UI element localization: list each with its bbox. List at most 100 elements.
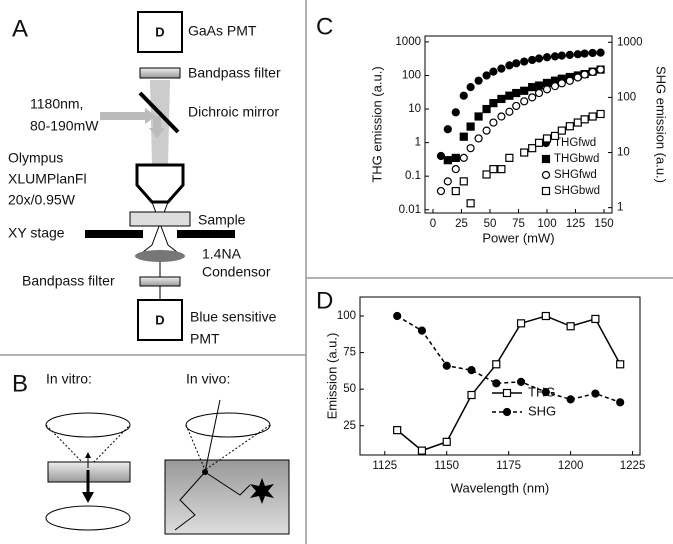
marker xyxy=(534,54,544,63)
legend-label: THGfwd xyxy=(554,137,596,149)
marker xyxy=(596,48,605,57)
setup-diagram: D GaAs PMT Bandpass filter Dichroic mirr… xyxy=(8,11,281,347)
y-axis-title: THG emission (a.u.) xyxy=(369,66,384,182)
marker xyxy=(466,122,475,131)
marker xyxy=(616,360,625,369)
label: Blue sensitive xyxy=(190,309,277,325)
marker xyxy=(451,165,460,174)
marker xyxy=(588,67,597,77)
label: Bandpass filter xyxy=(22,273,115,289)
x-tick-label: 1125 xyxy=(372,460,397,472)
marker xyxy=(528,93,537,102)
marker xyxy=(565,122,574,131)
marker xyxy=(474,134,483,143)
marker xyxy=(542,134,552,143)
label: GaAs PMT xyxy=(188,23,257,39)
marker xyxy=(588,48,597,58)
legend-label: SHG xyxy=(528,403,556,418)
panel-label: B xyxy=(12,370,28,397)
marker xyxy=(516,319,526,328)
marker xyxy=(442,361,451,370)
marker xyxy=(565,76,574,85)
detector: D xyxy=(155,312,164,327)
marker xyxy=(466,83,475,92)
label: PMT xyxy=(190,331,220,347)
marker xyxy=(482,170,491,179)
marker xyxy=(580,115,589,124)
marker xyxy=(534,81,544,90)
legend-label: SHGbwd xyxy=(554,185,600,197)
legend-marker xyxy=(541,170,551,180)
marker xyxy=(550,82,560,91)
marker xyxy=(573,73,582,82)
marker xyxy=(459,153,468,162)
y2-tick-label: 1000 xyxy=(617,36,643,48)
series-line xyxy=(396,315,621,404)
marker xyxy=(512,101,521,111)
marker xyxy=(393,426,402,435)
label: XLUMPlanFl xyxy=(8,171,87,187)
marker xyxy=(489,67,498,76)
marker xyxy=(557,51,566,60)
geometry-diagram: In vitro: In vivo: xyxy=(45,371,290,535)
y-tick-label: 25 xyxy=(343,420,356,432)
marker xyxy=(417,326,427,335)
marker xyxy=(489,165,498,174)
x-tick-label: 100 xyxy=(537,218,556,230)
marker xyxy=(467,390,476,400)
y-tick-label: 1 xyxy=(415,137,421,149)
marker xyxy=(528,55,537,65)
label: In vivo: xyxy=(186,371,230,387)
marker xyxy=(528,83,537,92)
marker xyxy=(528,144,537,153)
marker xyxy=(550,52,560,61)
marker xyxy=(451,186,460,196)
panel-label: D xyxy=(316,287,333,314)
marker xyxy=(505,61,514,70)
marker xyxy=(497,94,506,104)
marker xyxy=(443,177,452,186)
y-tick-label: 75 xyxy=(343,347,356,359)
label: 1.4NA xyxy=(202,246,242,262)
x-axis-title: Power (mW) xyxy=(482,230,554,245)
marker xyxy=(489,99,498,108)
x-tick-label: 1225 xyxy=(620,460,646,472)
marker xyxy=(541,387,550,397)
marker xyxy=(542,85,552,94)
legend-marker xyxy=(502,388,512,398)
marker xyxy=(557,79,566,88)
y2-tick-label: 1 xyxy=(617,202,623,214)
marker xyxy=(417,446,427,455)
y-tick-label: 100 xyxy=(337,310,356,322)
marker xyxy=(492,379,501,388)
series-line xyxy=(396,315,621,452)
marker xyxy=(442,437,451,446)
marker xyxy=(466,144,475,153)
y-tick-label: 0.1 xyxy=(405,170,421,182)
label: Sample xyxy=(198,212,246,228)
x-tick-label: 150 xyxy=(594,218,613,230)
x-tick-label: 125 xyxy=(566,218,585,230)
marker xyxy=(580,70,589,79)
marker xyxy=(520,97,529,106)
marker xyxy=(482,71,491,80)
y2-tick-label: 100 xyxy=(617,91,636,103)
panel-label: C xyxy=(316,13,333,40)
y-tick-label: 100 xyxy=(402,70,421,82)
marker xyxy=(497,64,506,73)
marker xyxy=(596,65,605,74)
marker xyxy=(566,322,575,331)
marker xyxy=(542,53,552,62)
marker xyxy=(557,126,566,135)
label: In vitro: xyxy=(46,371,92,387)
marker xyxy=(550,131,560,141)
marker xyxy=(474,112,483,121)
marker xyxy=(505,153,514,162)
marker xyxy=(541,311,550,321)
x-tick-label: 1150 xyxy=(434,460,459,472)
marker xyxy=(466,199,475,208)
x-tick-label: 0 xyxy=(430,218,436,230)
x-axis-title: Wavelength (nm) xyxy=(451,480,550,495)
